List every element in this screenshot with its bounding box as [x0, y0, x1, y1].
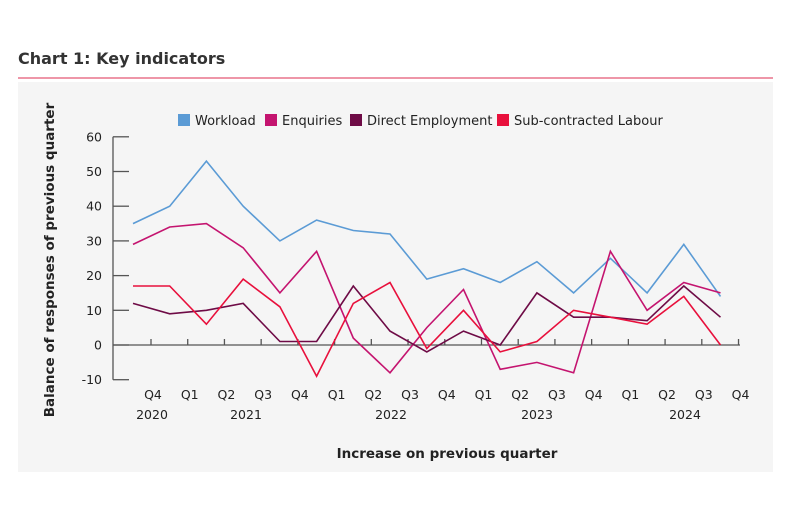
x-tick-label-quarter: Q1 [621, 387, 639, 402]
legend-swatch [178, 114, 190, 126]
y-tick-label: 10 [86, 303, 102, 318]
chart-title: Chart 1: Key indicators [18, 49, 225, 68]
x-tick-label-quarter: Q4 [144, 387, 162, 402]
x-tick-label-year: 2023 [521, 407, 553, 422]
x-tick-label-year: 2024 [669, 407, 701, 422]
legend-swatch [265, 114, 277, 126]
legend-label: Enquiries [282, 114, 343, 129]
legend-swatch [497, 114, 509, 126]
legend-label: Direct Employment [367, 114, 492, 129]
series-lines [132, 159, 722, 378]
y-tick-label: 0 [94, 338, 102, 353]
series-line-sub-contracted-labour [133, 277, 722, 378]
x-tick-label-quarter: Q4 [732, 387, 750, 402]
x-tick-label-year: 2021 [230, 407, 262, 422]
x-tick-label-quarter: Q3 [548, 387, 566, 402]
y-tick-label: -10 [82, 372, 102, 387]
x-tick-label-quarter: Q3 [401, 387, 419, 402]
axes: -10 0 10 20 30 40 50 60 Q4 Q1 Q2 Q3 Q4 Q1 Q2 Q3 Q4 Q1 Q2 Q3… [82, 129, 750, 422]
x-tick-label-quarter: Q2 [218, 387, 236, 402]
x-tick-label-quarter: Q3 [254, 387, 272, 402]
x-tick-label-quarter: Q3 [695, 387, 713, 402]
y-axis-title: Balance of responses of previous quarter [42, 102, 58, 417]
x-tick-label-quarter: Q2 [364, 387, 382, 402]
x-tick-label-quarter: Q1 [181, 387, 199, 402]
y-tick-label: 40 [86, 199, 102, 214]
series-line-enquiries [132, 222, 721, 374]
x-tick-label-quarter: Q1 [475, 387, 493, 402]
y-tick-label: 30 [86, 233, 102, 248]
series-line-direct-employment [132, 284, 722, 353]
x-tick-label-year: 2020 [136, 407, 168, 422]
x-tick-label-quarter: Q4 [291, 387, 309, 402]
plot-panel [18, 82, 773, 472]
x-tick-label-year: 2022 [375, 407, 407, 422]
legend: Workload Enquiries Direct Employment Sub-co… [178, 114, 663, 129]
y-tick-label: 60 [86, 129, 102, 144]
legend-swatch [350, 114, 362, 126]
x-tick-label-quarter: Q1 [328, 387, 346, 402]
x-axis-title: Increase on previous quarter [337, 446, 558, 462]
x-tick-label-quarter: Q2 [511, 387, 529, 402]
legend-label: Sub-contracted Labour [514, 114, 663, 129]
x-tick-label-quarter: Q4 [585, 387, 603, 402]
x-tick-label-quarter: Q2 [658, 387, 676, 402]
y-tick-label: 50 [86, 164, 102, 179]
x-tick-label-quarter: Q4 [438, 387, 456, 402]
y-tick-label: 20 [86, 268, 102, 283]
legend-label: Workload [195, 114, 256, 129]
